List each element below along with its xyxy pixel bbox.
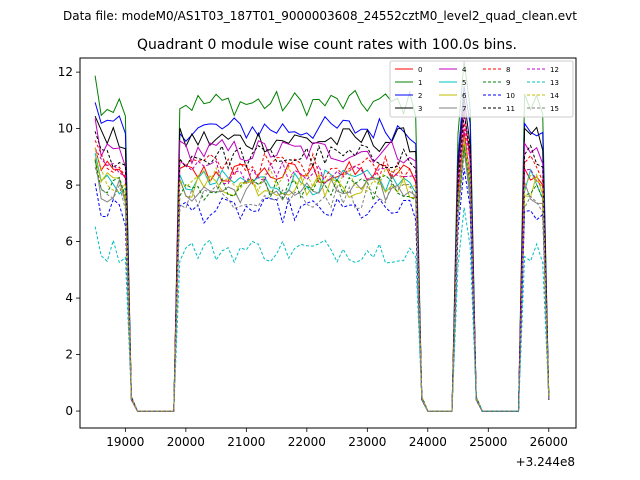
legend-label-2: 2 xyxy=(418,92,422,100)
legend-label-10: 10 xyxy=(506,92,515,100)
x-offset-label: +3.244e8 xyxy=(516,455,575,469)
series-4-line xyxy=(94,108,550,412)
y-tick-label: 0 xyxy=(65,404,73,418)
x-tick-label: 26000 xyxy=(530,435,568,449)
y-tick-label: 10 xyxy=(58,122,73,136)
legend-label-12: 12 xyxy=(550,66,559,74)
x-tick-label: 21000 xyxy=(227,435,265,449)
y-tick-label: 8 xyxy=(65,178,73,192)
axes-ticks: 19000 20000 21000 22000 23000 24000 25000 26000… xyxy=(58,65,568,449)
legend-label-6: 6 xyxy=(462,92,467,100)
legend-label-1: 1 xyxy=(418,79,422,87)
series-5-line xyxy=(94,139,550,412)
x-tick-label: 25000 xyxy=(469,435,507,449)
series-11-line xyxy=(94,114,550,412)
legend-label-11: 11 xyxy=(506,105,515,113)
y-tick-label: 6 xyxy=(65,235,73,249)
series-8-line xyxy=(94,122,550,412)
legend-label-5: 5 xyxy=(462,79,466,87)
series-10-line xyxy=(94,168,550,412)
y-tick-label: 4 xyxy=(65,291,73,305)
legend-label-3: 3 xyxy=(418,105,422,113)
legend-label-4: 4 xyxy=(462,66,467,74)
x-tick-label: 24000 xyxy=(409,435,447,449)
legend-label-7: 7 xyxy=(462,105,466,113)
plot-frame xyxy=(79,57,577,429)
legend-label-8: 8 xyxy=(506,66,510,74)
y-tick-label: 2 xyxy=(65,348,73,362)
x-tick-label: 19000 xyxy=(106,435,144,449)
x-tick-label: 23000 xyxy=(348,435,386,449)
series-3-line xyxy=(94,97,550,412)
legend-label-9: 9 xyxy=(506,79,510,87)
series-15-line xyxy=(94,153,550,412)
series-7-line xyxy=(94,148,550,412)
figure-suptitle: Data file: modeM0/AS1T03_187T01_90000036… xyxy=(63,9,577,23)
x-tick-label: 22000 xyxy=(288,435,326,449)
series-layer xyxy=(94,60,550,412)
series-13-line xyxy=(94,207,550,412)
series-12-line xyxy=(94,128,550,412)
legend-label-14: 14 xyxy=(550,92,559,100)
y-tick-label: 12 xyxy=(58,65,73,79)
chart-title: Quadrant 0 module wise count rates with … xyxy=(137,37,517,53)
x-tick-label: 20000 xyxy=(167,435,205,449)
series-2-line xyxy=(94,86,550,412)
legend-label-0: 0 xyxy=(418,66,422,74)
legend-frame xyxy=(389,60,574,118)
legend-label-13: 13 xyxy=(550,79,559,87)
legend-label-15: 15 xyxy=(550,105,559,113)
series-14-line xyxy=(94,137,550,412)
